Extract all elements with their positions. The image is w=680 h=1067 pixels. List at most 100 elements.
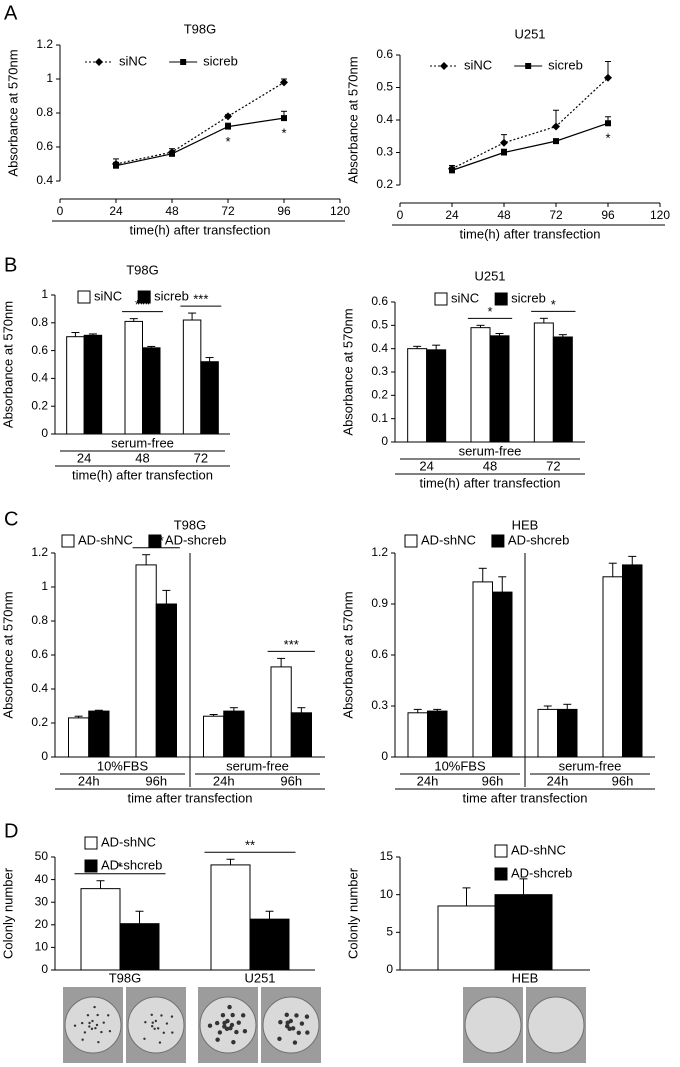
bar <box>66 336 85 435</box>
y-tick-label: 50 <box>35 849 49 863</box>
y-tick-label: 1 <box>46 71 53 85</box>
significance-label: * <box>225 134 230 149</box>
error-bar <box>135 910 144 924</box>
marker <box>225 123 231 130</box>
bar <box>135 564 157 758</box>
error-bar <box>129 318 138 322</box>
x-tick-label: 120 <box>330 204 350 218</box>
error-bar <box>539 317 548 323</box>
error-bar <box>563 703 572 710</box>
legend-label: AD-shcreb <box>508 532 569 547</box>
error-bar <box>94 709 103 712</box>
bar <box>223 710 245 758</box>
significance-label: *** <box>135 297 150 312</box>
colony-dot <box>277 1036 282 1042</box>
significance-label: * <box>117 859 122 874</box>
colony-dot <box>284 1012 289 1018</box>
panel-label: C <box>4 508 18 530</box>
colony-dot <box>217 1030 223 1035</box>
y-tick-label: 0.2 <box>376 177 393 191</box>
bar <box>88 710 110 758</box>
colony-dot <box>153 1027 156 1030</box>
error-bar <box>608 562 617 577</box>
y-tick-label: 0.5 <box>376 80 393 94</box>
y-tick-label: 0 <box>386 962 393 976</box>
x-tick-label: 24 <box>77 450 91 465</box>
error-bar <box>433 708 442 712</box>
colony-dot <box>230 1012 235 1018</box>
error-bar <box>462 887 471 906</box>
error-bar <box>229 707 238 712</box>
legend-swatch <box>494 292 508 306</box>
colony-dot <box>222 1024 227 1029</box>
marker <box>169 150 175 157</box>
colony-dot <box>88 1021 91 1025</box>
marker <box>553 138 559 145</box>
error-bar <box>543 705 552 710</box>
bar <box>407 348 428 443</box>
legend-swatch <box>494 867 508 881</box>
x-tick-label: 24 <box>109 204 123 218</box>
colony-dot <box>108 1029 112 1033</box>
bar <box>407 712 428 758</box>
marker <box>281 115 287 122</box>
x-tick-label: 24 <box>419 458 433 473</box>
colony-dot <box>207 1023 213 1028</box>
group-label: serum-free <box>226 758 289 773</box>
error-bar <box>519 878 528 895</box>
error-bar <box>142 554 151 565</box>
y-tick-label: 0.4 <box>31 681 48 695</box>
legend-label: sicreb <box>548 57 583 72</box>
colony-dot <box>290 1026 296 1031</box>
legend-label: AD-shNC <box>421 532 476 547</box>
x-axis-label: time(h) after transfection <box>72 467 213 482</box>
bar <box>537 708 558 758</box>
marker <box>552 122 560 131</box>
photo-label: T98G <box>109 970 142 985</box>
colony-dot <box>86 1014 90 1017</box>
y-tick-label: 30 <box>35 894 49 908</box>
colony-dot <box>100 1030 103 1034</box>
colony-dot <box>144 1020 147 1024</box>
colony-dot <box>220 1013 226 1018</box>
legend-swatch <box>84 859 98 873</box>
series-line <box>451 77 609 170</box>
x-tick-label: 72 <box>221 204 235 218</box>
series-line <box>115 81 285 165</box>
group-label: serum-free <box>559 758 622 773</box>
x-axis-label: time after transfection <box>463 790 588 805</box>
colony-dot <box>284 1024 290 1029</box>
group-label: 10%FBS <box>434 758 486 773</box>
panel-label: B <box>4 254 17 276</box>
y-tick-label: 10 <box>35 940 49 954</box>
series-line <box>115 117 285 167</box>
colony-dot <box>170 1015 174 1018</box>
panel-label: A <box>4 2 18 24</box>
colony-dot <box>296 1030 301 1035</box>
colony-dot <box>234 1029 239 1035</box>
significance-label: * <box>281 126 286 141</box>
y-axis-label: Absorbance at 570nm <box>340 308 355 435</box>
legend-label: siNC <box>94 288 122 303</box>
chart-title: U251 <box>474 268 505 283</box>
error-bar <box>188 312 197 321</box>
y-tick-label: 0.6 <box>31 647 48 661</box>
y-tick-label: 0.8 <box>36 105 53 119</box>
bar <box>83 334 103 435</box>
x-tick-label: 24 <box>445 208 459 222</box>
colony-dish <box>464 996 522 1054</box>
bar <box>622 564 643 758</box>
legend-swatch <box>148 534 162 548</box>
legend-label: sicreb <box>154 288 189 303</box>
x-tick-label: 24h <box>547 773 569 788</box>
legend-swatch <box>491 534 505 548</box>
error-bar <box>71 332 80 337</box>
colony-dot <box>215 1037 220 1042</box>
y-tick-label: 40 <box>35 872 49 886</box>
colony-dot <box>94 1026 97 1030</box>
colony-dot <box>305 1030 310 1035</box>
y-tick-label: 0.8 <box>31 315 48 329</box>
colony-dot <box>102 1021 105 1024</box>
